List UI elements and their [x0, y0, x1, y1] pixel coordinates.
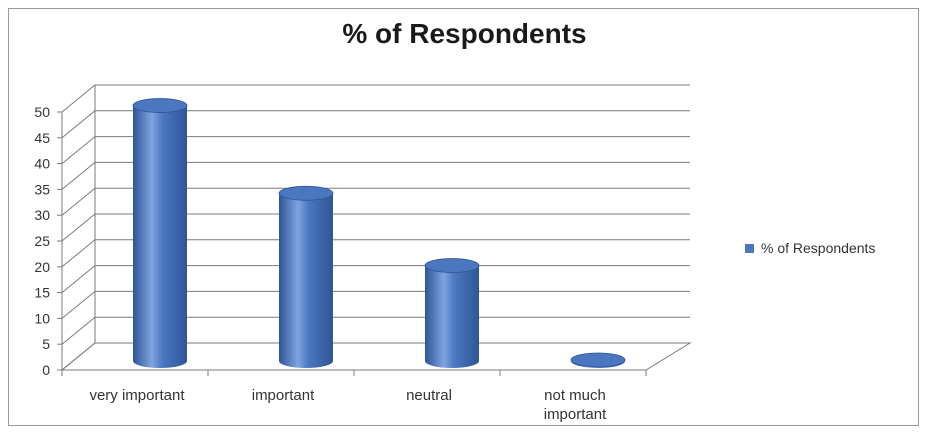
- bar-top: [278, 185, 334, 201]
- y-tick-label: 50: [34, 104, 50, 120]
- y-tick-label: 40: [34, 156, 50, 172]
- bar: [133, 105, 187, 368]
- gridline-depth: [61, 213, 96, 242]
- x-tick-label: important: [252, 387, 315, 404]
- gridline-depth: [61, 187, 96, 216]
- x-tick-label: neutral: [406, 387, 452, 404]
- gridline-depth: [61, 316, 96, 345]
- bar: [279, 193, 333, 368]
- bar-top: [424, 258, 480, 273]
- y-tick-label: 35: [34, 181, 50, 197]
- x-tick-label: important: [544, 406, 607, 423]
- y-tick-label: 30: [34, 207, 50, 223]
- floor: [60, 342, 692, 371]
- legend-swatch: [745, 243, 754, 253]
- y-tick-label: 15: [34, 285, 50, 301]
- bar-top: [570, 352, 626, 368]
- gridline-depth: [61, 162, 96, 190]
- gridline-depth: [61, 239, 96, 268]
- legend-label: % of Respondents: [761, 240, 876, 256]
- y-tick-label: 10: [34, 310, 50, 326]
- y-tick-label: 5: [42, 336, 50, 352]
- gridline-depth: [61, 291, 96, 319]
- gridline-depth: [61, 136, 96, 164]
- gridline-depth: [61, 84, 96, 113]
- legend: % of Respondents: [745, 240, 875, 256]
- y-tick-label: 20: [34, 259, 50, 275]
- y-tick-label: 0: [42, 362, 50, 378]
- y-tick-label: 25: [34, 233, 50, 249]
- gridline-depth: [61, 110, 96, 139]
- chart-title: % of Respondents: [342, 18, 587, 49]
- x-tick-label: not much: [544, 387, 606, 404]
- gridline-depth: [61, 265, 96, 293]
- bar-top: [132, 98, 188, 113]
- x-tick-label: very important: [89, 387, 185, 404]
- bar: [425, 265, 479, 368]
- y-tick-label: 45: [34, 130, 50, 146]
